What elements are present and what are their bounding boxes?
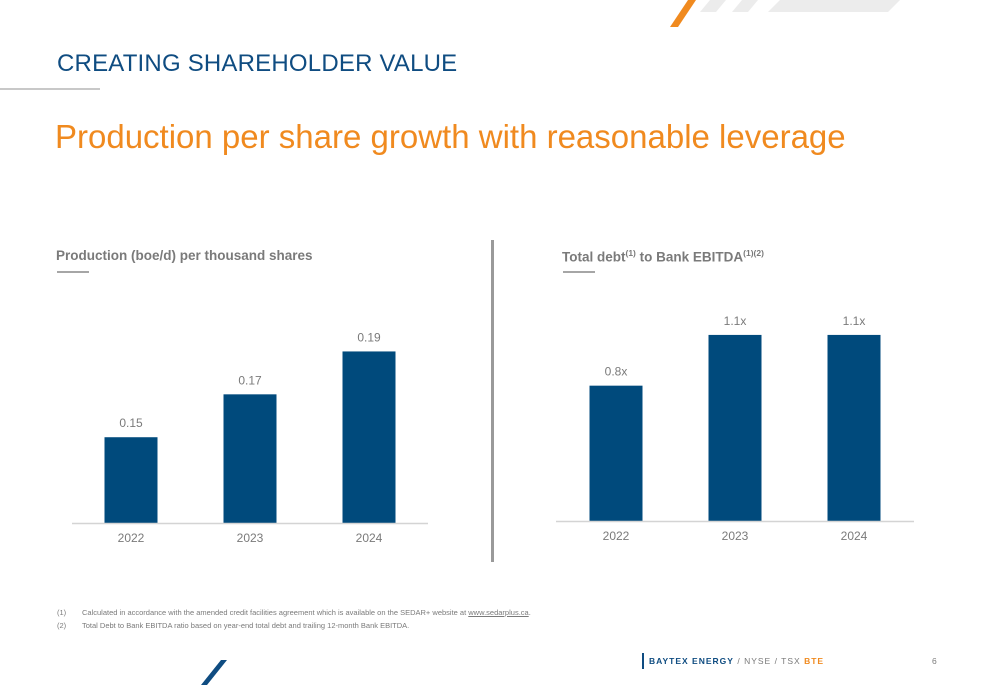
- footnote-1-number: (1): [57, 608, 67, 617]
- production-per-share-chart: 0.15 2022 0.17 2023 0.19 2024: [72, 330, 428, 545]
- title-underline: [0, 88, 100, 90]
- chart-1-title-rule: [57, 271, 89, 273]
- footnote-2: (2) Total Debt to Bank EBITDA ratio based…: [57, 619, 531, 632]
- navy-slash-shape: [201, 660, 227, 685]
- footer-brand: BAYTEX ENERGY / NYSE / TSX BTE: [642, 653, 824, 669]
- footnote-1-text: Calculated in accordance with the amende…: [82, 608, 469, 617]
- gray-slash-shape: [700, 0, 726, 12]
- brand-sep-2: /: [771, 656, 782, 666]
- bar-2022: [589, 385, 643, 521]
- footnotes: (1) Calculated in accordance with the ame…: [57, 606, 531, 632]
- brand-sep-1: /: [733, 656, 745, 666]
- x-tick-label-2023: 2023: [722, 529, 749, 543]
- orange-slash-shape: [670, 0, 696, 27]
- chart-2-title-main: Total debt: [562, 249, 626, 265]
- value-label-2023: 1.1x: [724, 314, 747, 328]
- value-label-2022: 0.8x: [605, 365, 628, 379]
- x-tick-label-2024: 2024: [841, 529, 868, 543]
- x-tick-label-2022: 2022: [603, 529, 630, 543]
- chart-2-title-sup2: (1)(2): [743, 248, 764, 258]
- gray-band-shape: [768, 0, 900, 12]
- x-tick-label-2024: 2024: [356, 531, 383, 545]
- chart-divider: [491, 240, 494, 562]
- debt-to-ebitda-chart: 0.8x 2022 1.1x 2023 1.1x 2024: [556, 314, 914, 543]
- exchange-tsx: TSX: [781, 656, 805, 666]
- value-label-2023: 0.17: [238, 373, 262, 387]
- chart-2-title-sup1: (1): [625, 248, 636, 258]
- exchange-nyse: NYSE: [744, 656, 772, 666]
- header-decoration: [670, 0, 900, 27]
- footnote-1: (1) Calculated in accordance with the ame…: [57, 606, 531, 619]
- footer-slash-decoration: [201, 660, 227, 685]
- value-label-2024: 1.1x: [843, 314, 866, 328]
- footnote-2-number: (2): [57, 621, 67, 630]
- bar-2022: [104, 437, 158, 523]
- x-tick-label-2022: 2022: [118, 531, 145, 545]
- brand-name: BAYTEX ENERGY: [649, 656, 734, 666]
- value-label-2022: 0.15: [119, 416, 143, 430]
- gray-slash-shape: [732, 0, 758, 12]
- page-number: 6: [932, 656, 937, 666]
- value-label-2024: 0.19: [357, 330, 381, 344]
- chart-2-title-mid: to Bank EBITDA: [635, 249, 744, 265]
- section-title: CREATING SHAREHOLDER VALUE: [57, 50, 458, 77]
- bar-2023: [708, 334, 762, 521]
- chart-1-title: Production (boe/d) per thousand shares: [56, 248, 313, 263]
- footnote-1-period: .: [528, 608, 531, 617]
- page-headline: Production per share growth with reasona…: [55, 118, 846, 155]
- x-tick-label-2023: 2023: [237, 531, 264, 545]
- bar-2023: [223, 394, 277, 523]
- footnote-2-text: Total Debt to Bank EBITDA ratio based on…: [82, 621, 410, 630]
- chart-2-title-rule: [563, 271, 595, 273]
- ticker-symbol: BTE: [804, 656, 825, 666]
- chart-2-title: Total debt(1) to Bank EBITDA(1)(2): [562, 248, 764, 265]
- sedarplus-link[interactable]: www.sedarplus.ca: [468, 608, 529, 617]
- bar-2024: [827, 334, 881, 521]
- bar-2024: [342, 351, 396, 523]
